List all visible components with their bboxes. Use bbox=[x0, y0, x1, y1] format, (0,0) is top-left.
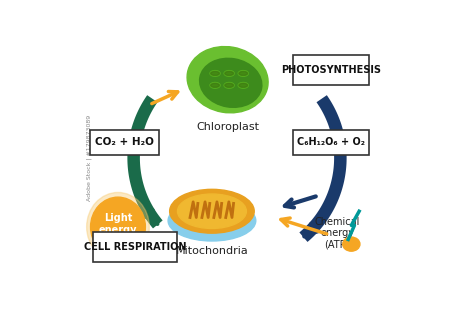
FancyBboxPatch shape bbox=[293, 130, 369, 155]
Ellipse shape bbox=[91, 197, 146, 257]
Text: CO₂ + H₂O: CO₂ + H₂O bbox=[95, 137, 154, 147]
Ellipse shape bbox=[210, 70, 220, 76]
Text: CELL RESPIRATION: CELL RESPIRATION bbox=[84, 242, 186, 252]
Ellipse shape bbox=[238, 82, 248, 88]
Ellipse shape bbox=[239, 83, 247, 87]
Ellipse shape bbox=[238, 70, 248, 76]
Text: Chloroplast: Chloroplast bbox=[196, 122, 259, 132]
Ellipse shape bbox=[210, 71, 219, 76]
Ellipse shape bbox=[177, 194, 246, 228]
Ellipse shape bbox=[210, 83, 219, 87]
Text: C₆H₁₂O₆ + O₂: C₆H₁₂O₆ + O₂ bbox=[297, 137, 365, 147]
Text: Mitochondria: Mitochondria bbox=[175, 246, 248, 256]
Ellipse shape bbox=[210, 82, 220, 88]
Ellipse shape bbox=[87, 192, 149, 261]
Ellipse shape bbox=[239, 71, 247, 76]
FancyBboxPatch shape bbox=[93, 232, 177, 262]
Ellipse shape bbox=[187, 46, 268, 113]
Text: Chemical
energy
(ATP): Chemical energy (ATP) bbox=[315, 216, 360, 250]
FancyBboxPatch shape bbox=[90, 130, 159, 155]
Text: PHOTOSYNTHESIS: PHOTOSYNTHESIS bbox=[281, 65, 381, 75]
FancyBboxPatch shape bbox=[293, 55, 369, 85]
Text: Adobe Stock | #179873089: Adobe Stock | #179873089 bbox=[87, 115, 92, 201]
Ellipse shape bbox=[343, 237, 360, 251]
Ellipse shape bbox=[224, 82, 234, 88]
Ellipse shape bbox=[200, 58, 262, 107]
Ellipse shape bbox=[225, 83, 234, 87]
Ellipse shape bbox=[170, 189, 254, 233]
Text: Light
energy: Light energy bbox=[99, 213, 137, 234]
Ellipse shape bbox=[168, 200, 256, 241]
Ellipse shape bbox=[225, 71, 234, 76]
Ellipse shape bbox=[224, 70, 234, 76]
